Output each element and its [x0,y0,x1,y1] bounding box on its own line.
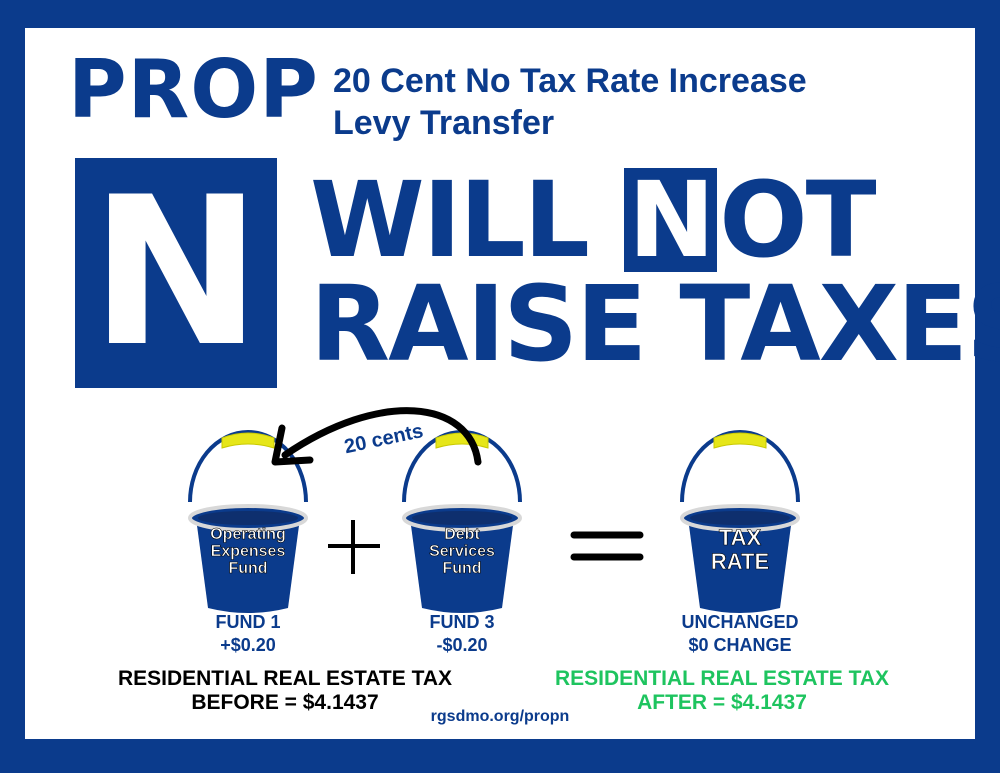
fund-name: FUND 3 [429,612,495,632]
tax-before-line-2: BEFORE = $4.1437 [191,691,379,714]
bucket-text: TAX [719,525,762,550]
subtitle-line-1: 20 Cent No Tax Rate Increase [333,62,807,100]
subtitle: 20 Cent No Tax Rate Increase Levy Transf… [333,60,807,144]
fund-3-label: FUND 3 -$0.20 [362,611,562,657]
fund-name: UNCHANGED [681,612,799,632]
bucket-text: Expenses [211,543,286,560]
equals-sign [570,531,644,561]
fund-name: FUND 1 [215,612,281,632]
website-link[interactable]: rgsdmo.org/propn [430,708,570,725]
bucket-text: Fund [228,560,267,577]
tax-rate-label: UNCHANGED $0 CHANGE [640,611,840,657]
bucket-tax-rate [680,430,800,615]
prop-letter-box: N [75,158,277,388]
bucket-text: Operating [210,526,286,543]
tax-after: RESIDENTIAL REAL ESTATE TAX AFTER = $4.14… [502,667,942,715]
tax-before-line-1: RESIDENTIAL REAL ESTATE TAX [117,667,453,690]
plus-sign [328,520,380,574]
headline-line-2: RAISE TAXES [310,263,1000,385]
subtitle-line-2: Levy Transfer [333,104,555,142]
fund-change: -$0.20 [436,635,488,655]
headline-n-box: N [624,168,718,272]
bucket-text: Debt [444,526,480,543]
tax-before: RESIDENTIAL REAL ESTATE TAX BEFORE = $4.1… [65,667,505,715]
headline-ot: OT [719,159,876,281]
bucket-text: Fund [442,560,481,577]
bucket-text: RATE [711,549,769,574]
arrow-head-icon [271,424,314,466]
tax-after-line-1: RESIDENTIAL REAL ESTATE TAX [554,667,890,690]
prop-title: PROP [68,43,319,136]
headline-will: WILL [310,159,590,281]
tax-after-line-2: AFTER = $4.1437 [637,691,807,714]
headline-line-1: WILL NOT [310,168,877,272]
fund-1-label: FUND 1 +$0.20 [148,611,348,657]
transfer-arrow [281,407,482,466]
bucket-fund-3 [402,430,522,615]
arrow-label: 20 cents [342,420,425,458]
fund-change: $0 CHANGE [688,635,792,655]
bucket-text: Services [429,543,495,560]
fund-change: +$0.20 [220,635,276,655]
